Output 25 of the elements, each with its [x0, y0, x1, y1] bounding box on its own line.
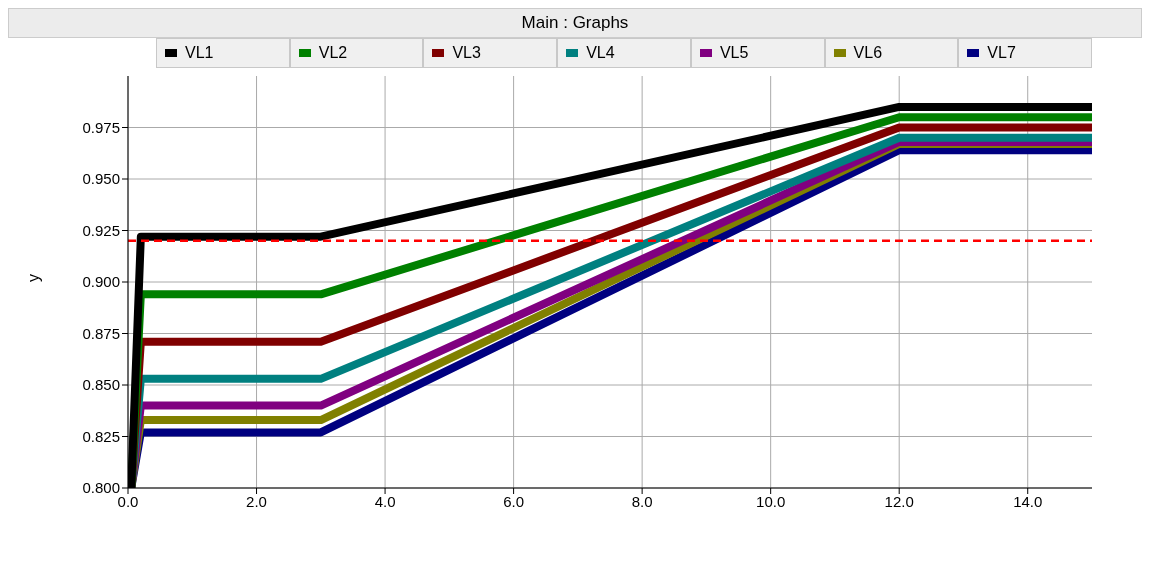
y-tick-label: 0.875 [82, 324, 120, 342]
x-tick-label: 10.0 [756, 492, 786, 510]
legend-label: VL6 [853, 44, 883, 62]
y-tick-label: 0.950 [82, 170, 120, 188]
legend-label: VL5 [719, 44, 749, 62]
x-tick-label: 2.0 [246, 492, 267, 510]
y-tick-label: 0.850 [82, 376, 120, 394]
x-tick-label: 6.0 [503, 492, 525, 510]
x-tick-label: 14.0 [1013, 492, 1043, 510]
x-tick-label: 12.0 [884, 492, 914, 510]
y-tick-label: 0.925 [82, 221, 120, 239]
chart-title: Main : Graphs [8, 8, 1142, 38]
y-axis-title: y [24, 274, 42, 282]
y-tick-label: 0.800 [82, 479, 120, 497]
x-tick-label: 0.0 [117, 492, 139, 510]
y-tick-label: 0.900 [82, 273, 120, 291]
legend-label: VL1 [185, 44, 214, 62]
x-tick-label: 4.0 [374, 492, 396, 510]
legend-label: VL3 [452, 44, 481, 62]
y-tick-label: 0.975 [82, 118, 120, 136]
legend-label: VL4 [586, 44, 615, 62]
y-tick-label: 0.825 [82, 427, 120, 445]
legend-label: VL7 [987, 44, 1016, 62]
legend-label: VL2 [318, 44, 348, 62]
x-tick-label: 8.0 [631, 492, 653, 510]
